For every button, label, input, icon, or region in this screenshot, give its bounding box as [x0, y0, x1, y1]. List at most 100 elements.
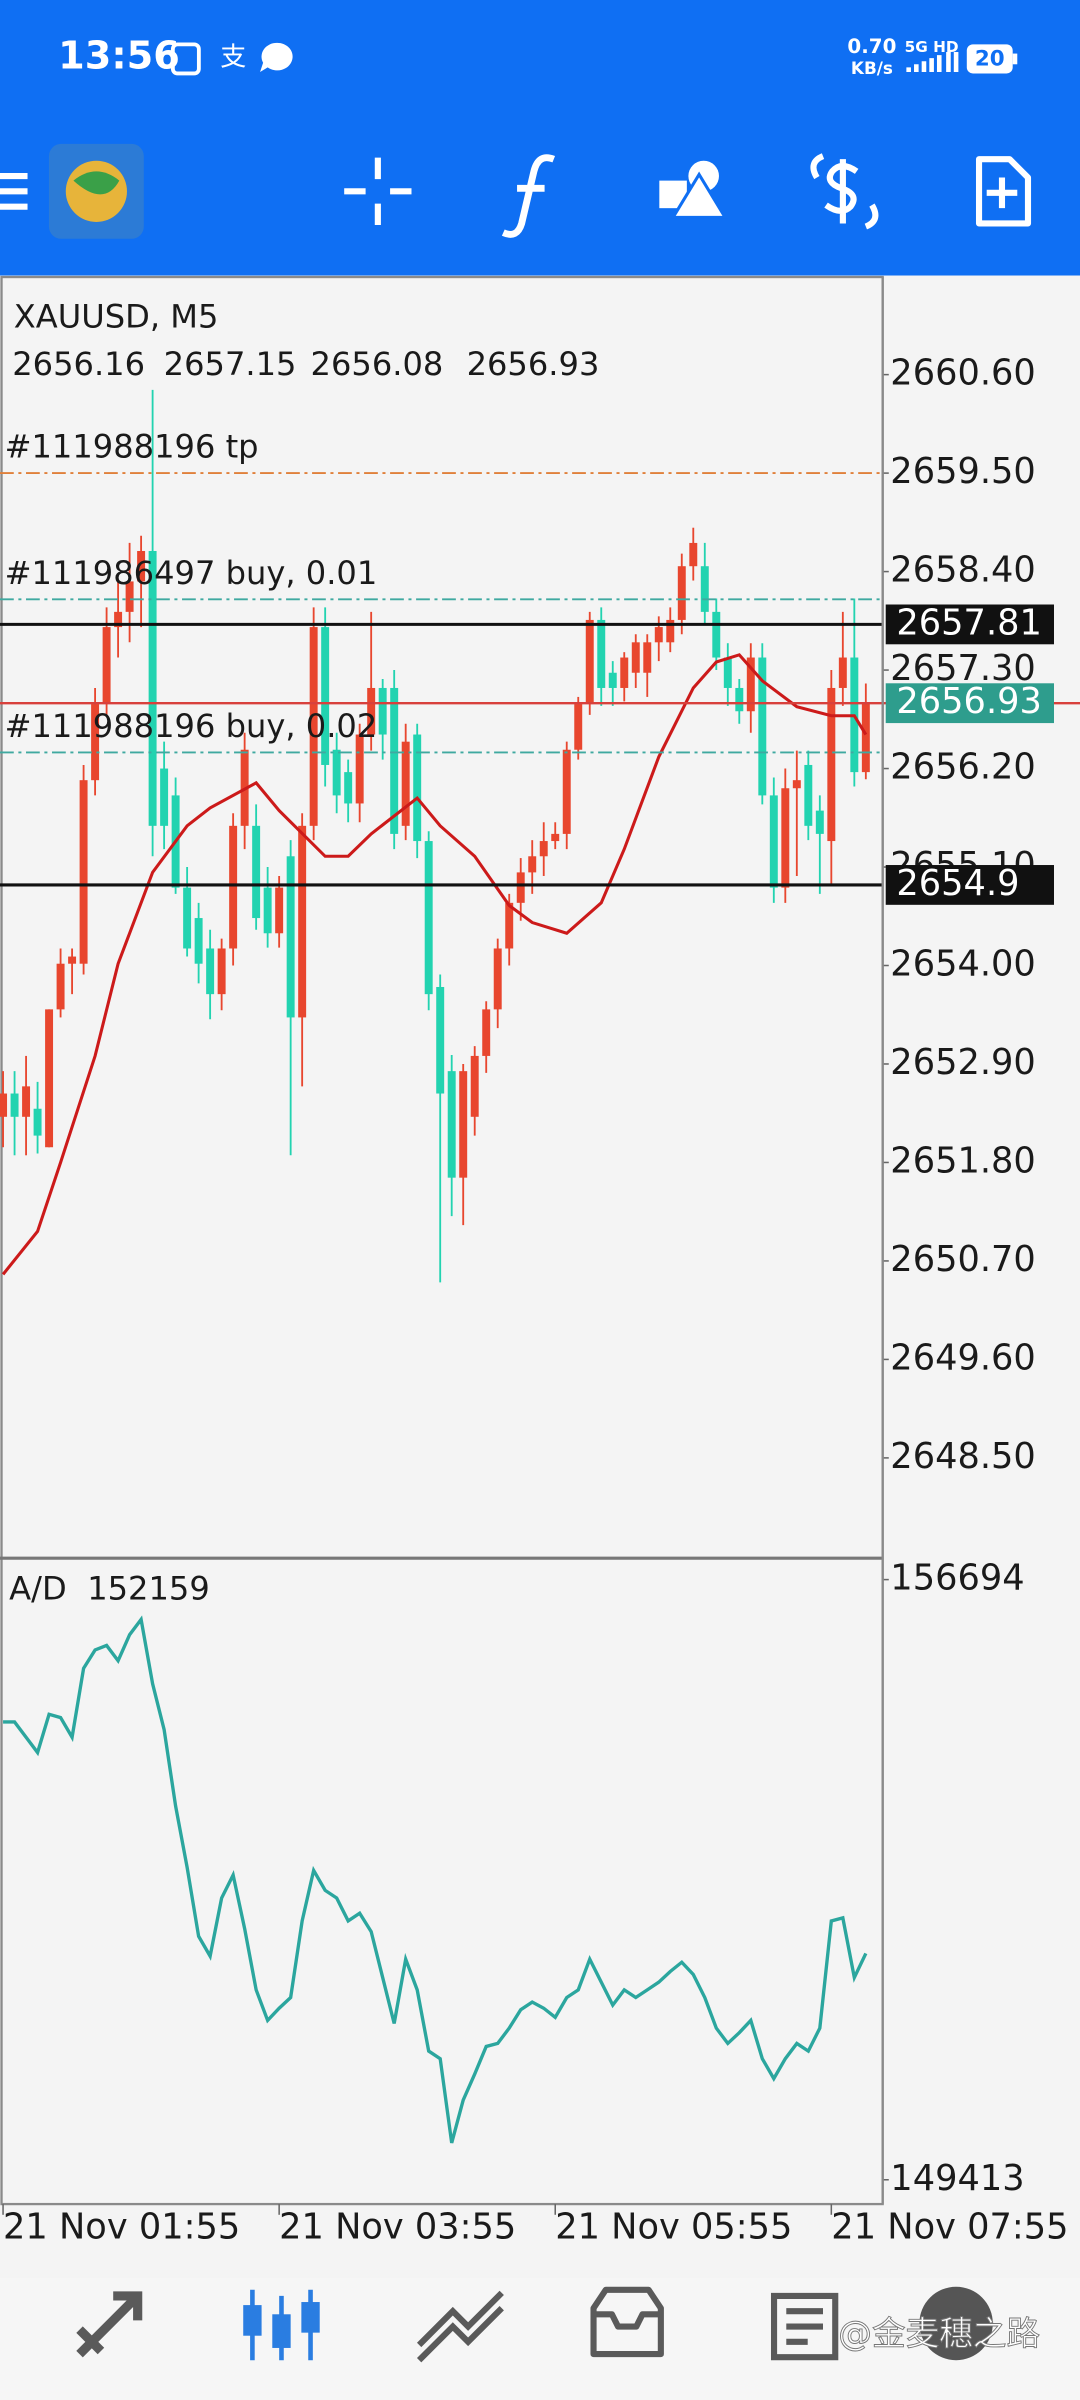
candle-body	[712, 611, 721, 658]
y-tick-label: 2648.50	[890, 1436, 1035, 1477]
candle-body	[700, 566, 709, 612]
menu-button[interactable]	[0, 172, 28, 210]
order-label: #111988196 tp	[5, 428, 259, 466]
candle-body	[114, 611, 123, 628]
candle-body	[827, 687, 836, 842]
y-tick-label: 2652.90	[890, 1042, 1035, 1083]
candle-body	[183, 887, 192, 949]
candle-body	[746, 657, 755, 712]
candle-body	[229, 825, 238, 949]
candle-body	[585, 619, 594, 705]
candle-body	[390, 687, 399, 834]
battery-level: 20	[975, 47, 1005, 72]
candle-body	[344, 772, 353, 804]
candle-body	[758, 657, 767, 796]
battery-tip	[1012, 53, 1018, 65]
candle-body	[91, 704, 100, 781]
candle-body	[838, 657, 847, 688]
y-tick-label: 149413	[890, 2158, 1024, 2199]
candle-body	[401, 741, 410, 826]
y-tick-label: 2659.50	[890, 451, 1035, 492]
candle-body	[424, 841, 433, 995]
candle-body	[689, 542, 698, 567]
candle-body	[0, 1093, 8, 1117]
messages-tab[interactable]	[919, 2286, 993, 2361]
candle-body	[252, 825, 261, 919]
y-tick-label: 2649.60	[890, 1337, 1035, 1378]
candle-body	[79, 780, 88, 964]
candle-body	[367, 687, 376, 735]
candle-body	[608, 672, 617, 688]
new-order-plus	[986, 177, 1018, 209]
candle-body	[321, 627, 330, 765]
crosshair-button[interactable]	[344, 157, 412, 225]
candle-body	[815, 810, 824, 834]
candle-body	[194, 918, 203, 964]
candle-body	[378, 687, 387, 735]
y-tick-label: 2651.80	[890, 1140, 1035, 1181]
candle-body	[562, 749, 571, 834]
chart-title: XAUUSD, M5	[14, 297, 219, 335]
candle-body	[102, 627, 111, 705]
x-tick-label: 21 Nov 05:55	[555, 2207, 792, 2248]
candle-body	[493, 948, 502, 1010]
price-box-label: 2657.81	[896, 602, 1041, 643]
candle-body	[516, 872, 525, 903]
candle-body	[470, 1055, 479, 1117]
candle-body	[148, 550, 157, 826]
candle-body	[620, 657, 629, 688]
candle-body	[263, 887, 272, 934]
plot-area: 2660.602659.502658.402657.302656.202655.…	[0, 277, 1080, 2248]
trade-tab[interactable]	[416, 2290, 504, 2363]
last-open: 2656.16	[12, 345, 145, 383]
candle-body	[275, 887, 284, 934]
app-icon-leaf	[73, 171, 120, 195]
chart-tab[interactable]	[243, 2289, 320, 2361]
candle-body	[22, 1086, 31, 1117]
y-tick-label: 2660.60	[890, 353, 1035, 394]
x-tick-label: 21 Nov 03:55	[279, 2207, 516, 2248]
battery	[966, 44, 1013, 74]
candle-body	[125, 581, 134, 612]
objects-button[interactable]	[659, 160, 728, 219]
new-order-button[interactable]	[975, 156, 1032, 227]
bottom-nav	[0, 2277, 1080, 2400]
net-unit: KB/s	[851, 58, 893, 78]
chart-frame	[0, 275, 884, 2206]
candle-body	[666, 619, 675, 643]
candle-body	[298, 825, 307, 1018]
indicator-value: 152159	[87, 1569, 210, 1607]
candle-body	[861, 703, 870, 773]
indicator-title: A/D	[9, 1569, 67, 1607]
chart-tab-body	[301, 2302, 320, 2333]
candle-body	[769, 795, 778, 888]
indicators-button[interactable]	[501, 154, 556, 238]
candle-body	[68, 956, 77, 964]
candle-body	[160, 768, 169, 826]
candle-body	[45, 1009, 54, 1148]
y-tick-label: 2657.30	[890, 648, 1035, 689]
y-tick-label: 2650.70	[890, 1239, 1035, 1280]
candle-body	[482, 1009, 491, 1056]
price-box	[885, 865, 1054, 905]
y-tick-label: 2656.20	[890, 747, 1035, 788]
chart-tab-body	[272, 2314, 291, 2348]
candle-body	[677, 566, 686, 620]
quotes-tab[interactable]	[76, 2291, 143, 2358]
trade-button[interactable]	[810, 153, 879, 230]
candle-body	[56, 963, 65, 1010]
indicator-line	[3, 1615, 868, 2144]
news-tab[interactable]	[770, 2292, 839, 2361]
candle-body	[286, 856, 295, 1018]
candle-body	[781, 788, 790, 888]
history-tab[interactable]	[590, 2286, 664, 2358]
order-label: #111986497 buy, 0.01	[5, 554, 378, 592]
clock: 13:56	[58, 34, 180, 79]
x-tick-label: 21 Nov 01:55	[3, 2207, 240, 2248]
price-box-label: 2654.9	[896, 863, 1019, 904]
bid-box	[885, 683, 1054, 724]
candle-body	[539, 841, 548, 857]
candle-body	[436, 986, 445, 1094]
sim-icon	[170, 42, 201, 76]
candle-body	[505, 902, 514, 949]
